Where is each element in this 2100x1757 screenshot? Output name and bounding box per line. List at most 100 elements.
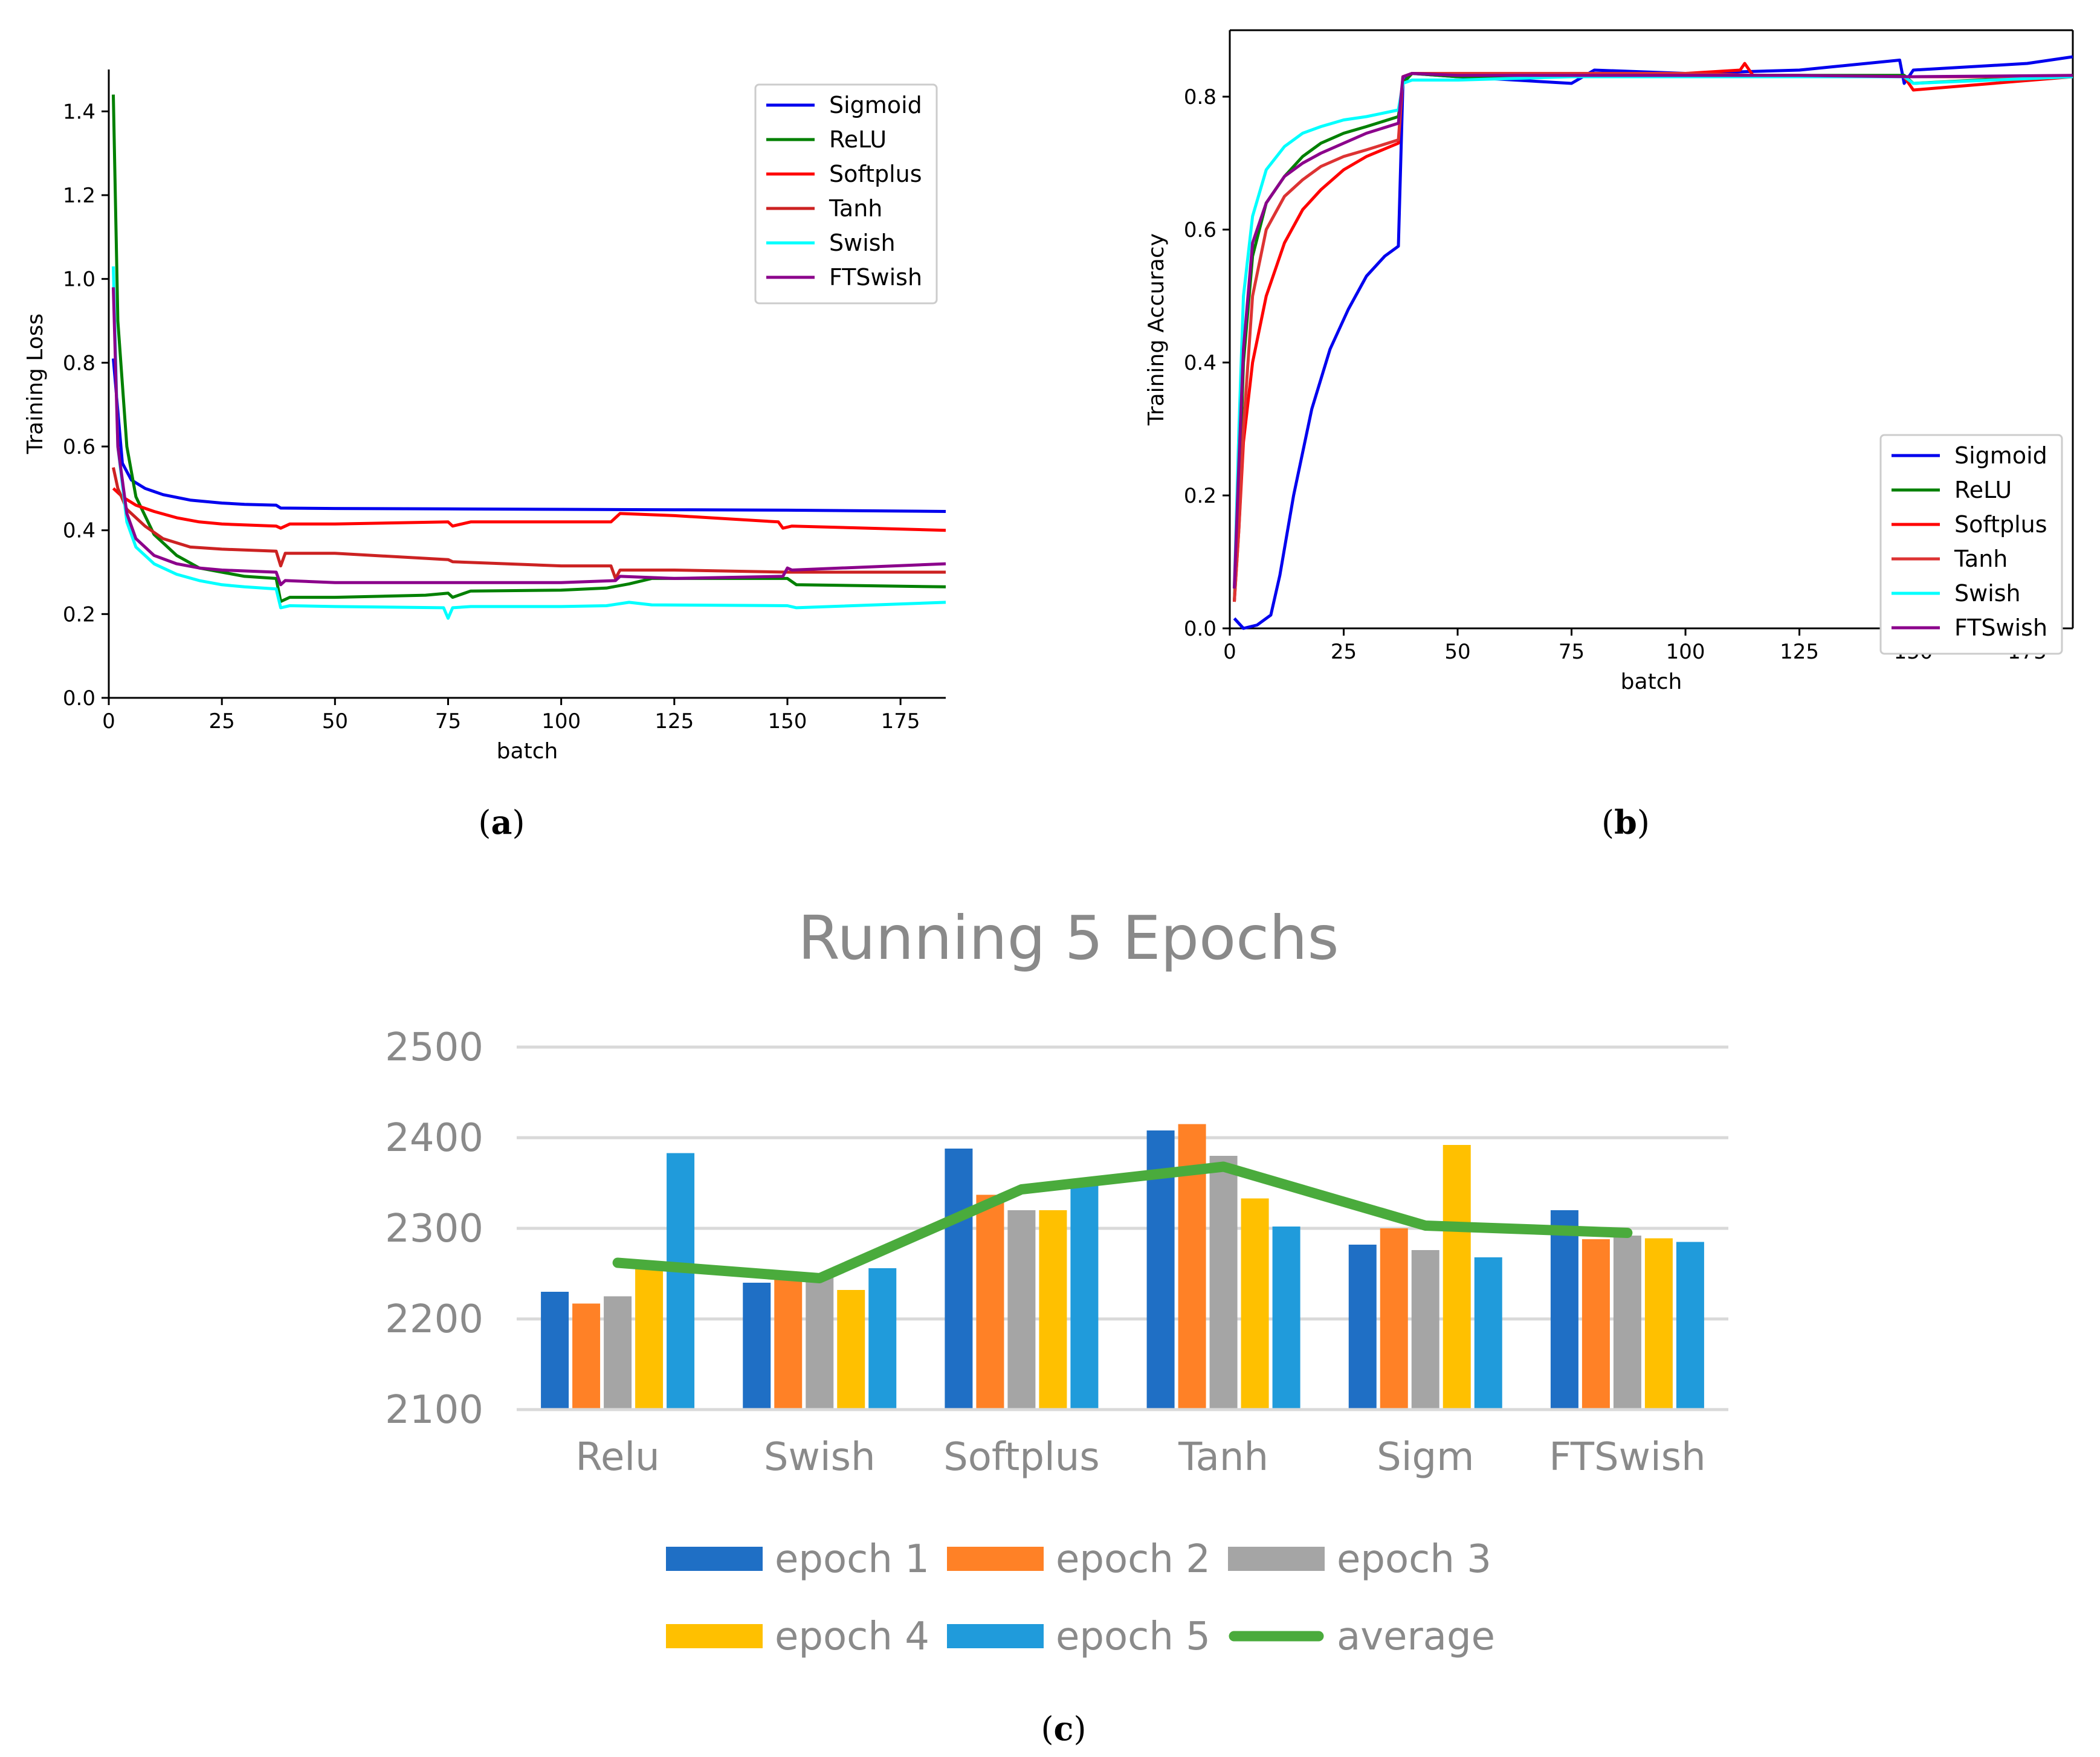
chart-c-bar-sigm-epoch-2 — [1380, 1228, 1408, 1410]
chart-a-y-tick-label: 1.2 — [63, 184, 95, 208]
chart-c-category-label: FTSwish — [1549, 1435, 1705, 1480]
chart-a-legend-label-tanh: Tanh — [829, 195, 882, 222]
chart-a-y-tick-label: 0.4 — [63, 519, 95, 543]
chart-c-bar-swish-epoch-3 — [806, 1275, 834, 1410]
chart-c-y-tick-label: 2500 — [385, 1025, 483, 1070]
chart-a-series-swish — [112, 266, 946, 620]
chart-c-category-label: Softplus — [943, 1435, 1100, 1480]
chart-c-bar-softplus-epoch-2 — [976, 1194, 1004, 1410]
chart-a-series-relu — [112, 94, 946, 603]
chart-b-x-tick-label: 50 — [1444, 640, 1470, 664]
chart-b-series-tanh — [1233, 72, 2073, 602]
chart-a-y-tick-label: 0.8 — [63, 351, 95, 375]
chart-b-series-ftswish — [1233, 72, 2073, 589]
chart-a-x-tick-label: 100 — [541, 709, 581, 733]
chart-b-x-tick-label: 125 — [1780, 640, 1819, 664]
chart-b-legend-label-relu: ReLU — [1954, 477, 2012, 503]
chart-a-legend-label-relu: ReLU — [829, 126, 887, 153]
chart-c-bar-swish-epoch-4 — [837, 1290, 865, 1410]
chart-c-category-label: Swish — [764, 1435, 876, 1480]
chart-a-x-tick-label: 75 — [435, 709, 461, 733]
chart-a-series-ftswish — [112, 287, 946, 587]
chart-c-y-tick-label: 2100 — [385, 1388, 483, 1433]
caption-a: (a) — [478, 803, 525, 842]
chart-c-bar-relu-epoch-2 — [572, 1303, 601, 1410]
chart-a-y-tick-label: 0.6 — [63, 435, 95, 459]
chart-c-bar-ftswish-epoch-5 — [1676, 1242, 1704, 1410]
chart-a-x-tick-label: 150 — [768, 709, 807, 733]
chart-a-y-tick-label: 1.4 — [63, 100, 95, 124]
chart-c-y-tick-label: 2300 — [385, 1207, 483, 1251]
chart-b-x-tick-label: 0 — [1223, 640, 1236, 664]
chart-a-legend-label-ftswish: FTSwish — [829, 264, 922, 291]
chart-b-x-tick-label: 75 — [1559, 640, 1585, 664]
chart-a-y-tick-label: 1.0 — [63, 268, 95, 292]
chart-a-series-tanh — [112, 467, 946, 580]
chart-b-legend-label-softplus: Softplus — [1954, 511, 2047, 538]
chart-c-bar-relu-epoch-5 — [667, 1153, 695, 1410]
chart-c-bar-softplus-epoch-1 — [945, 1149, 973, 1410]
chart-c-bar-sigm-epoch-3 — [1411, 1250, 1439, 1410]
chart-c-bar-relu-epoch-4 — [635, 1263, 664, 1410]
chart-a-series-softplus — [112, 487, 946, 532]
chart-running-epochs: Running 5 Epochs 2100 2200 2300 2400 2500 Relu… — [385, 903, 1728, 1659]
chart-c-legend-swatch-epoch-2 — [947, 1547, 1044, 1571]
chart-c-bar-tanh-epoch-5 — [1272, 1227, 1300, 1410]
chart-b-y-tick-label: 0.4 — [1184, 351, 1216, 375]
chart-c-legend-label-average: average — [1337, 1614, 1495, 1659]
chart-c-title: Running 5 Epochs — [798, 903, 1339, 973]
chart-a-series-sigmoid — [112, 358, 946, 513]
chart-c-category-label: Sigm — [1377, 1435, 1474, 1480]
chart-a-legend-label-swish: Swish — [829, 230, 896, 256]
chart-a-x-tick-label: 175 — [881, 709, 920, 733]
chart-training-loss: 0 25 50 75 100 125 150 175 0.0 0.2 0.4 0.6 0.8 1.0 1.2… — [23, 69, 946, 764]
chart-b-y-axis-label: Training Accuracy — [1144, 233, 1169, 426]
chart-c-bar-ftswish-epoch-2 — [1581, 1239, 1610, 1410]
chart-c-legend-swatch-epoch-1 — [666, 1547, 763, 1571]
chart-c-bar-softplus-epoch-4 — [1039, 1210, 1067, 1410]
chart-b-x-tick-label: 25 — [1331, 640, 1357, 664]
chart-c-legend-label-epoch-4: epoch 4 — [775, 1614, 929, 1659]
chart-c-bar-relu-epoch-1 — [541, 1292, 569, 1410]
chart-c-legend-label-epoch-5: epoch 5 — [1056, 1614, 1210, 1659]
chart-c-bar-relu-epoch-3 — [604, 1296, 632, 1410]
chart-b-legend: Sigmoid ReLU Softplus Tanh Swish FTSwish — [1879, 434, 2063, 655]
chart-a-y-tick-label: 0.2 — [63, 602, 95, 627]
chart-a-x-tick-label: 0 — [102, 709, 115, 733]
chart-c-bar-tanh-epoch-3 — [1209, 1156, 1238, 1410]
chart-c-bar-ftswish-epoch-4 — [1644, 1238, 1673, 1410]
chart-a-y-tick-label: 0.0 — [63, 686, 95, 711]
chart-c-legend-swatch-epoch-4 — [666, 1624, 763, 1648]
chart-a-legend-label-softplus: Softplus — [829, 161, 922, 187]
chart-c-bar-ftswish-epoch-3 — [1613, 1236, 1641, 1410]
chart-c-bar-softplus-epoch-3 — [1007, 1210, 1036, 1410]
chart-a-x-tick-label: 50 — [322, 709, 348, 733]
chart-c-legend-label-epoch-3: epoch 3 — [1337, 1537, 1491, 1582]
chart-b-y-tick-label: 0.6 — [1184, 218, 1216, 242]
chart-c-bar-sigm-epoch-1 — [1348, 1245, 1377, 1410]
chart-c-legend-swatch-epoch-5 — [947, 1624, 1044, 1648]
chart-a-x-tick-label: 125 — [654, 709, 694, 733]
chart-c-y-tick-label: 2400 — [385, 1116, 483, 1161]
chart-b-legend-label-swish: Swish — [1954, 580, 2021, 607]
chart-c-legend: epoch 1 epoch 2 epoch 3 epoch 4 epoch 5 avera… — [666, 1537, 1495, 1659]
chart-c-bar-softplus-epoch-5 — [1070, 1183, 1099, 1410]
chart-c-category-label: Tanh — [1178, 1435, 1268, 1480]
chart-b-y-tick-label: 0.0 — [1184, 617, 1216, 641]
chart-c-legend-label-epoch-2: epoch 2 — [1056, 1537, 1210, 1582]
chart-b-y-tick-label: 0.8 — [1184, 85, 1216, 109]
chart-b-legend-label-ftswish: FTSwish — [1954, 614, 2047, 641]
caption-b: (b) — [1601, 803, 1650, 842]
chart-training-accuracy: 02550751001251501750.00.20.40.60.8batchT… — [1144, 29, 2074, 694]
chart-c-series-average — [612, 1161, 1633, 1283]
chart-c-bar-swish-epoch-2 — [774, 1274, 803, 1410]
chart-c-legend-swatch-epoch-3 — [1228, 1547, 1325, 1571]
chart-a-legend: Sigmoid ReLU Softplus Tanh Swish FTSwish — [754, 83, 938, 305]
chart-c-category-label: Relu — [575, 1435, 659, 1480]
chart-c-bar-ftswish-epoch-1 — [1550, 1210, 1578, 1410]
chart-c-legend-label-epoch-1: epoch 1 — [775, 1537, 929, 1582]
chart-b-x-axis-label: batch — [1621, 669, 1682, 694]
chart-b-legend-label-sigmoid: Sigmoid — [1954, 442, 2047, 469]
chart-c-y-tick-label: 2200 — [385, 1297, 483, 1342]
